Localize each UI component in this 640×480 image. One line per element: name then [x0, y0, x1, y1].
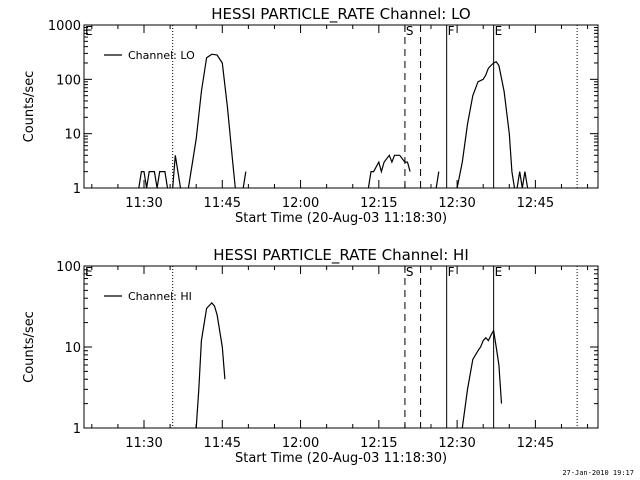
y-axis-label: Counts/sec — [22, 311, 37, 383]
x-tick-label: 11:45 — [204, 436, 241, 451]
x-tick-label: 12:45 — [517, 436, 554, 451]
y-tick-label: 1000 — [48, 19, 81, 34]
y-tick-label: 1 — [73, 422, 81, 437]
y-tick-label: 100 — [56, 73, 81, 88]
event-marker-label: E — [85, 24, 93, 38]
x-tick-label: 12:15 — [360, 196, 397, 211]
y-tick-label: 10 — [64, 341, 81, 356]
series-line — [456, 61, 516, 189]
series-line — [242, 171, 247, 189]
series-line — [516, 171, 529, 189]
event-marker-label: S — [406, 24, 414, 38]
chart-title: HESSI PARTICLE_RATE Channel: HI — [213, 246, 469, 265]
series-line — [172, 155, 182, 189]
event-marker-label: S — [406, 265, 414, 279]
x-tick-label: 12:00 — [282, 196, 319, 211]
y-axis-label: Counts/sec — [22, 71, 37, 143]
x-tick-label: 12:15 — [360, 436, 397, 451]
x-axis-label: Start Time (20-Aug-03 11:18:30) — [235, 211, 447, 226]
chart-title: HESSI PARTICLE_RATE Channel: LO — [211, 5, 470, 24]
event-marker-label: E — [85, 265, 93, 279]
x-axis-label: Start Time (20-Aug-03 11:18:30) — [235, 451, 447, 466]
series-line — [138, 171, 169, 189]
event-marker-label: E — [495, 265, 503, 279]
x-tick-label: 12:30 — [438, 436, 475, 451]
x-tick-label: 12:45 — [517, 196, 554, 211]
event-marker-label: F — [448, 24, 455, 38]
y-tick-label: 100 — [56, 260, 81, 275]
x-tick-label: 11:45 — [204, 196, 241, 211]
event-marker-label: E — [495, 24, 503, 38]
legend-label: Channel: HI — [128, 290, 192, 303]
legend-label: Channel: LO — [128, 49, 195, 62]
plot-frame — [83, 24, 599, 189]
footer-timestamp: 27-Jan-2010 19:17 — [562, 469, 634, 477]
series-line — [435, 171, 440, 189]
series-line — [187, 53, 236, 189]
series-line — [367, 154, 411, 189]
x-tick-label: 11:30 — [125, 196, 162, 211]
y-tick-label: 10 — [64, 128, 81, 143]
y-tick-label: 1 — [73, 182, 81, 197]
x-tick-label: 12:30 — [438, 196, 475, 211]
lo-channel-chart: HESSI PARTICLE_RATE Channel: LO 1 10 100 100… — [22, 5, 599, 226]
series-line — [461, 328, 503, 429]
series-line — [195, 301, 226, 429]
x-tick-label: 12:00 — [282, 436, 319, 451]
hi-channel-chart: HESSI PARTICLE_RATE Channel: HI 1 10 100 11:… — [22, 246, 599, 466]
x-tick-label: 11:30 — [125, 436, 162, 451]
event-marker-label: F — [448, 265, 455, 279]
